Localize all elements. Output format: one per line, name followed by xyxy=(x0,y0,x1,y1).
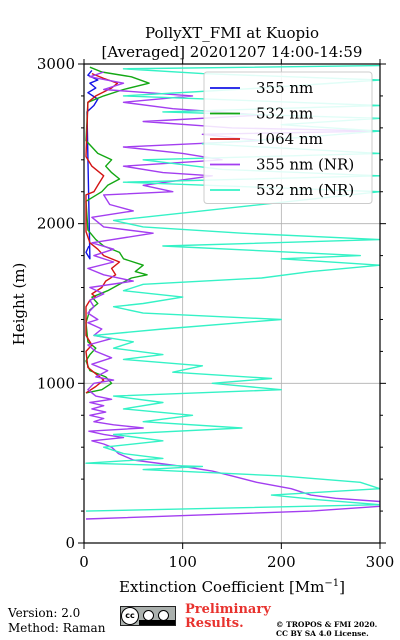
x-axis-label-main: Extinction Coefficient [Mm xyxy=(119,578,324,596)
cc-logo-icon: cc xyxy=(121,607,139,625)
copyright-notice: © TROPOS & FMI 2020. CC BY SA 4.0 Licens… xyxy=(276,620,377,638)
y-tick-label: 0 xyxy=(65,534,75,552)
legend-label: 355 nm (NR) xyxy=(256,156,354,174)
plot-frame xyxy=(83,63,381,544)
legend-label: 532 nm (NR) xyxy=(256,181,354,199)
series-line xyxy=(85,72,121,394)
x-axis-label-end: ] xyxy=(339,578,345,596)
method-text: Method: Raman xyxy=(8,621,106,635)
series-line xyxy=(85,66,150,394)
x-tick-label: 0 xyxy=(79,553,89,571)
version-info: Version: 2.0 Method: Raman xyxy=(8,606,105,636)
legend-box xyxy=(203,71,373,204)
y-tick-label: 1000 xyxy=(37,374,75,392)
copyright-line-1: © TROPOS & FMI 2020. xyxy=(276,620,378,629)
x-axis-label-exponent: −1 xyxy=(324,578,339,589)
x-tick-label: 100 xyxy=(168,553,197,571)
x-axis-label: Extinction Coefficient [Mm−1] xyxy=(119,578,345,596)
x-tick-label: 300 xyxy=(366,553,395,571)
cc-badge-strip xyxy=(139,620,175,625)
x-tick-label: 200 xyxy=(267,553,296,571)
chart-title: PollyXT_FMI at Kuopio xyxy=(145,24,319,42)
legend-label: 1064 nm xyxy=(256,130,323,148)
legend-label: 355 nm xyxy=(256,79,313,97)
series-line xyxy=(85,71,380,520)
preliminary-line-1: Preliminary xyxy=(185,602,271,617)
preliminary-notice: Preliminary Results. xyxy=(185,603,271,631)
legend: 355 nm 532 nm 1064 nm 355 nm (NR) 532 nm (NR… xyxy=(203,71,373,204)
legend-label: 532 nm xyxy=(256,105,313,123)
chart-subtitle: [Averaged] 20201207 14:00-14:59 xyxy=(102,43,363,61)
cc-license-badge: cc xyxy=(120,606,176,626)
preliminary-line-2: Results. xyxy=(185,616,244,631)
series-line xyxy=(85,69,99,260)
copyright-line-2: CC BY SA 4.0 License. xyxy=(276,629,369,638)
version-text: Version: 2.0 xyxy=(8,606,81,620)
y-tick-label: 3000 xyxy=(37,55,75,73)
y-axis-label: Height (m) xyxy=(10,263,28,346)
y-tick-label: 2000 xyxy=(37,215,75,233)
